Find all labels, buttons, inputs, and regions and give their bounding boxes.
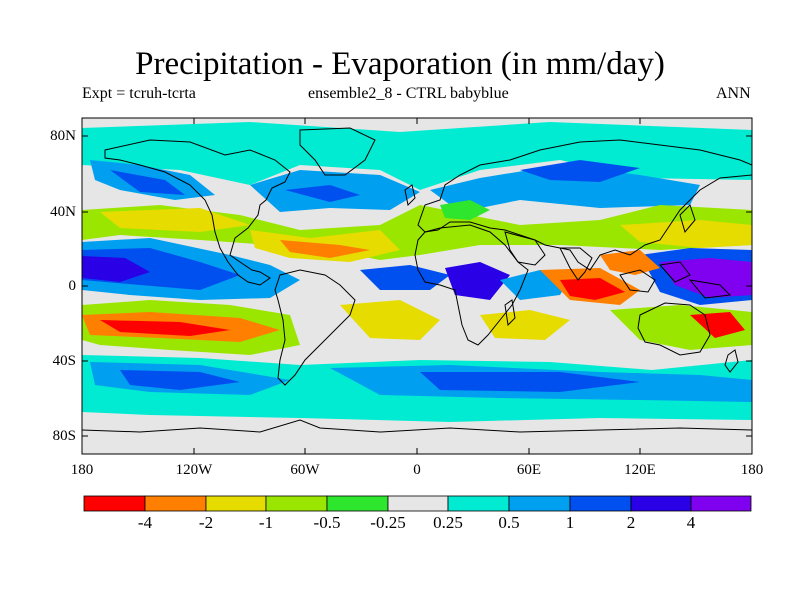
coast-japan	[679, 204, 696, 234]
colorbar-label: -2	[198, 513, 214, 532]
colorbar-label: 4	[686, 513, 696, 532]
colorbar-label: 1	[565, 513, 575, 532]
lat-ticks-right	[746, 135, 752, 437]
colorbar-label: 0.5	[498, 513, 520, 532]
lon-ticks-top	[81, 118, 753, 124]
coast-india	[559, 247, 593, 281]
lon-label: 60E	[516, 462, 542, 478]
lat-label: 40N	[50, 204, 76, 220]
colorbar-swatch	[326, 495, 389, 512]
lat-ticks-left	[82, 135, 88, 437]
lon-label: 120W	[175, 462, 213, 478]
field-n-pacific-core	[110, 170, 185, 195]
field-congo	[445, 262, 510, 300]
colorbar-swatch	[447, 495, 510, 512]
colorbar-label: -4	[137, 513, 153, 532]
coast-north-america	[104, 139, 291, 286]
lon-label: 0	[413, 462, 421, 478]
colorbar-label: -0.5	[313, 513, 341, 532]
season-label: ANN	[716, 85, 751, 102]
coast-south-america	[274, 269, 356, 386]
coast-madagascar	[504, 299, 516, 327]
coastlines	[82, 127, 752, 433]
ensemble-label: ensemble2_8 - CTRL babyblue	[308, 85, 509, 102]
coast-new-zealand	[724, 349, 739, 373]
field-itcz-pacific-core	[82, 256, 150, 282]
coast-australia	[637, 302, 711, 356]
colorbar-swatch	[83, 495, 146, 512]
coast-southeast-asia	[619, 261, 732, 299]
field-siberia-core	[520, 160, 640, 182]
field-nw-pacific-dry	[620, 220, 752, 248]
field-s-pacific-dry-core	[100, 320, 230, 336]
colorbar-label: -1	[258, 513, 274, 532]
axis-ticks	[81, 118, 753, 454]
field-sw-pacific-dry	[690, 312, 745, 338]
coast-greenland	[299, 127, 376, 176]
field-warm-pool-core	[660, 258, 752, 298]
colorbar	[83, 495, 752, 512]
field-s-pacific-storm-core	[120, 370, 240, 390]
lat-label: 0	[68, 278, 77, 294]
colorbar-swatch	[265, 495, 328, 512]
field-arctic-light	[82, 122, 752, 190]
field-atlantic-dry-core	[280, 240, 370, 258]
field-mediterranean	[440, 200, 490, 220]
map-title: Precipitation - Evaporation (in mm/day)	[135, 46, 665, 82]
field-indian-ocean-dry-core	[560, 278, 625, 300]
coast-british-isles	[404, 184, 416, 207]
lat-label: 80N	[50, 128, 76, 144]
colorbar-label: 0.25	[433, 513, 463, 532]
field-s-atlantic-dry	[340, 300, 440, 340]
colorbar-swatch	[508, 495, 571, 512]
coast-eurasia	[417, 139, 752, 271]
field-s-indian-storm-core	[420, 372, 640, 392]
colorbar-swatch	[205, 495, 267, 512]
field-eurasia	[430, 165, 700, 212]
field-maritime-dry	[600, 250, 660, 275]
colorbar-label: 2	[626, 513, 636, 532]
coast-africa	[414, 224, 529, 346]
colorbar-swatch	[144, 495, 207, 512]
field-n-pacific-dry	[100, 208, 250, 232]
field-atlantic-itcz	[360, 265, 450, 290]
colorbar-swatch	[630, 495, 692, 512]
coast-arabia	[504, 231, 546, 266]
lon-label: 60W	[290, 462, 320, 478]
experiment-label: Expt = tcruh-tcrta	[82, 85, 196, 102]
colorbar-swatch	[569, 495, 632, 512]
lon-ticks-bottom	[81, 448, 753, 454]
field-n-subtropics	[82, 205, 752, 260]
coast-antarctica	[82, 419, 752, 433]
lat-label: 80S	[52, 428, 76, 444]
lon-label: 180	[740, 462, 764, 478]
colorbar-label: -0.25	[370, 513, 406, 532]
colorbar-swatch	[387, 495, 449, 512]
precip-evap-field	[82, 118, 752, 454]
lat-label: 40S	[52, 353, 76, 369]
colorbar-swatch	[690, 495, 752, 512]
lon-label: 180	[70, 462, 94, 478]
lon-label: 120E	[624, 462, 656, 478]
field-n-atlantic-core	[285, 185, 360, 202]
